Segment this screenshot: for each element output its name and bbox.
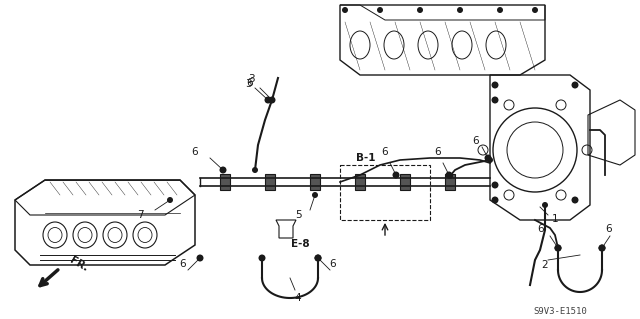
Text: 2: 2	[541, 260, 548, 270]
Circle shape	[417, 7, 423, 13]
Circle shape	[554, 244, 561, 251]
Circle shape	[598, 244, 605, 251]
Bar	[220, 174, 230, 190]
Circle shape	[259, 255, 266, 262]
Circle shape	[196, 255, 204, 262]
Circle shape	[542, 202, 548, 208]
Circle shape	[312, 192, 318, 198]
Bar	[400, 174, 410, 190]
Text: 3: 3	[248, 74, 254, 84]
Circle shape	[314, 255, 321, 262]
Text: 6: 6	[435, 147, 442, 157]
Circle shape	[484, 154, 492, 161]
Circle shape	[572, 197, 579, 204]
Circle shape	[377, 7, 383, 13]
Text: 6: 6	[538, 224, 544, 234]
Text: 6: 6	[381, 147, 388, 157]
Circle shape	[252, 167, 258, 173]
Text: 6: 6	[180, 259, 186, 269]
Text: 6: 6	[192, 147, 198, 157]
Text: 5: 5	[294, 210, 301, 220]
Circle shape	[167, 197, 173, 203]
Circle shape	[487, 157, 493, 163]
Text: FR.: FR.	[68, 255, 90, 273]
Text: 6: 6	[605, 224, 612, 234]
Bar	[265, 174, 275, 190]
Circle shape	[264, 97, 271, 103]
Bar	[445, 174, 455, 190]
Circle shape	[492, 182, 499, 189]
Bar	[310, 174, 320, 190]
Circle shape	[598, 244, 605, 251]
Text: 6: 6	[330, 259, 336, 269]
Text: 4: 4	[294, 293, 301, 303]
Circle shape	[447, 173, 453, 179]
Text: 3: 3	[244, 79, 252, 89]
Circle shape	[572, 81, 579, 88]
Circle shape	[457, 7, 463, 13]
Text: B-1: B-1	[356, 153, 376, 163]
Circle shape	[392, 172, 399, 179]
Circle shape	[532, 7, 538, 13]
Circle shape	[220, 167, 227, 174]
Text: 6: 6	[246, 78, 253, 88]
Text: 6: 6	[473, 136, 479, 146]
Circle shape	[497, 7, 503, 13]
Text: 7: 7	[137, 210, 143, 220]
Circle shape	[492, 97, 499, 103]
Circle shape	[314, 255, 321, 262]
Circle shape	[445, 172, 452, 179]
Circle shape	[269, 97, 275, 103]
Text: E-8: E-8	[291, 239, 309, 249]
Circle shape	[492, 81, 499, 88]
Circle shape	[554, 244, 561, 251]
Bar	[340, 165, 430, 220]
Text: 1: 1	[552, 214, 558, 224]
Circle shape	[492, 197, 499, 204]
Bar	[355, 174, 365, 190]
Circle shape	[342, 7, 348, 13]
Text: S9V3-E1510: S9V3-E1510	[533, 308, 587, 316]
